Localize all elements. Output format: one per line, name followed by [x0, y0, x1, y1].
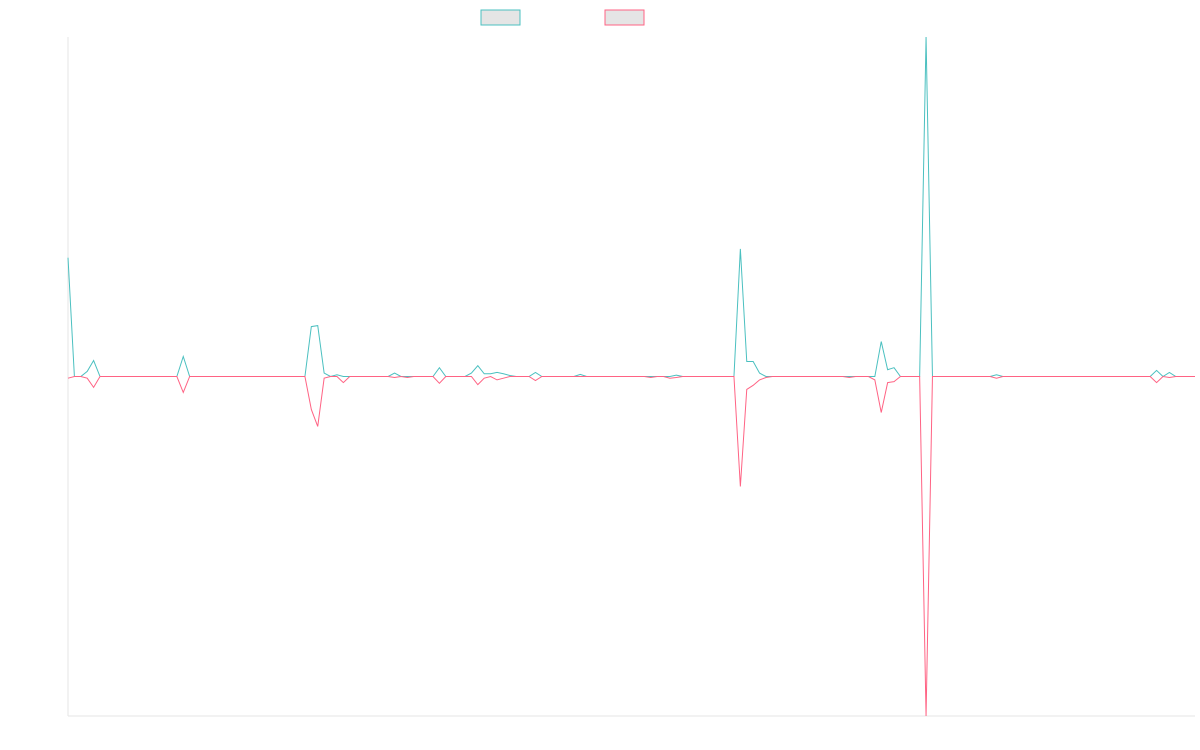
series-line [67, 36, 1195, 378]
legend-swatch [604, 9, 645, 26]
series-line [67, 375, 1195, 717]
legend-swatch [480, 9, 521, 26]
